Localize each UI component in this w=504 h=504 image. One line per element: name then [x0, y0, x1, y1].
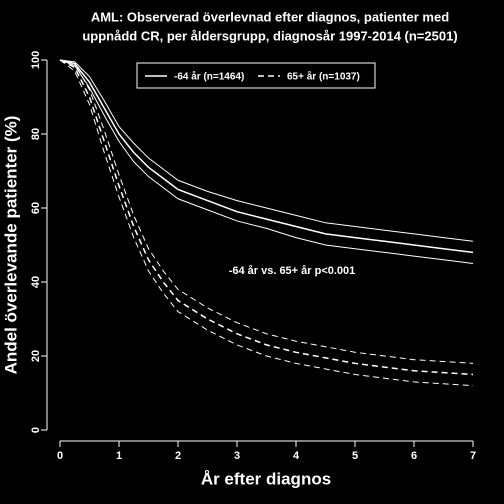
x-tick-label: 1	[116, 450, 122, 462]
annotation: -64 år vs. 65+ år p<0.001	[229, 265, 356, 277]
legend-label: -64 år (n=1464)	[174, 71, 244, 83]
chart-title: AML: Observerad överlevnad efter diagnos…	[91, 9, 449, 24]
y-tick-label: 80	[30, 128, 42, 140]
chart-subtitle: uppnådd CR, per åldersgrupp, diagnosår 1…	[82, 28, 457, 43]
x-tick-label: 6	[411, 450, 417, 462]
confidence-line	[59, 59, 474, 387]
y-axis-label: Andel överlevande patienter (%)	[1, 116, 20, 375]
y-tick-label: 40	[30, 276, 42, 288]
confidence-line	[59, 59, 474, 364]
legend-box	[136, 62, 376, 89]
x-tick-label: 2	[175, 450, 181, 462]
x-tick-label: 0	[57, 450, 63, 462]
x-tick-label: 3	[234, 450, 240, 462]
x-tick-label: 4	[293, 450, 300, 462]
y-tick-label: 60	[30, 202, 42, 214]
confidence-line	[59, 59, 474, 264]
x-tick-label: 7	[470, 450, 476, 462]
survival-line	[59, 59, 474, 254]
x-tick-label: 5	[352, 450, 358, 462]
y-tick-label: 0	[30, 427, 42, 433]
legend-label: 65+ år (n=1037)	[287, 71, 360, 83]
confidence-line	[59, 59, 474, 242]
x-axis-label: År efter diagnos	[201, 469, 331, 488]
y-tick-label: 100	[30, 51, 42, 69]
survival-line	[59, 59, 474, 376]
y-tick-label: 20	[30, 350, 42, 362]
